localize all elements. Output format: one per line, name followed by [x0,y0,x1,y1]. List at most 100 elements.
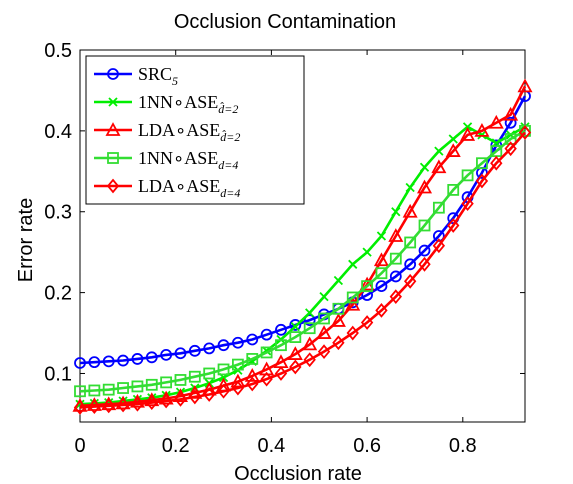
series-2-point [417,179,433,194]
series-0-point [203,342,216,355]
series-3-point [332,302,345,315]
series-0-point [131,353,144,365]
axes-frame [79,49,526,423]
series-3-point [145,378,158,391]
series-4-point [260,371,273,387]
x-axis-label: Occlusion rate [234,463,362,484]
series-3-point [447,184,460,196]
series-0-point [504,116,517,129]
series-2-point [474,122,490,137]
series-3-point [476,157,488,170]
x-tick-label: 0.8 [449,435,477,457]
series-2-point [302,336,318,351]
series-3-point [260,346,273,359]
series-0-point [102,355,115,368]
series-2-point [330,313,346,327]
series-2-point [287,346,303,360]
series-3-point [131,380,144,393]
series-3-point [375,267,388,280]
legend-label-subscript: d=4 [218,158,238,172]
series-0-point [74,357,86,369]
series-3-point [404,236,417,249]
series-4-point [346,325,359,341]
series-4-point [375,302,388,318]
series-1-point [419,162,430,172]
series-0-point [375,280,388,293]
series-3-point [232,358,244,371]
series-4-point [475,173,489,189]
series-4-point [360,315,374,330]
series-4-point [518,125,532,140]
series-3-point [174,374,187,386]
series-1-point [333,275,344,286]
series-4-point [188,389,202,405]
series-0-point [289,319,302,331]
y-tick-label: 0.3 [44,202,72,224]
legend-marker-4 [106,178,120,194]
series-0-point [145,351,158,364]
series-2-point [517,78,533,93]
series-1-point [376,231,387,241]
series-0-point [418,244,431,257]
series-4-point [159,393,173,409]
series-3-point [102,383,115,396]
series-2-point [488,114,504,129]
series-1-point [434,146,444,156]
series-3-point [289,331,302,343]
series-3-point [461,169,474,182]
series-4-point [231,380,245,396]
series-0-point [275,323,287,336]
series-4-point [203,387,216,402]
series-2-point [431,159,447,174]
series-4-point [145,395,158,410]
series-2-point [230,373,246,388]
x-tick-label: 0.4 [257,435,285,457]
series-1-point [462,122,473,132]
series-3-point [432,201,445,214]
series-1-point [348,259,358,269]
series-2-point [316,325,332,339]
y-tick-label: 0.5 [44,40,72,62]
series-2-point [345,296,361,311]
series-4-point [303,352,316,368]
legend-marker-3 [107,152,119,164]
series-4-point [174,391,187,407]
series-3-point [389,252,402,265]
series-1-point [448,134,458,144]
series-2-point [244,368,260,382]
x-tick-label: 0 [74,435,85,457]
series-3-point [318,312,330,325]
series-4-point [246,376,259,392]
series-0-point [88,356,101,369]
legend-label-subscript: d=4 [220,186,240,200]
series-0-point [303,314,316,327]
series-line-3 [79,129,526,393]
series-4-point [88,399,101,415]
series-0-point [188,344,201,357]
series-0-point [260,328,273,341]
series-0-point [389,270,402,283]
series-0-point [160,348,173,361]
series-1-point [319,292,329,302]
series-3-point [88,384,101,397]
series-1-point [305,308,315,318]
series-3-point [160,376,173,389]
series-0-point [232,336,244,349]
series-4-point [461,196,474,212]
series-3-point [361,280,373,293]
series-4-point [131,396,144,412]
series-0-point [404,258,417,271]
series-1-point [362,247,372,257]
series-2-point [445,143,461,157]
series-3-point [188,370,201,383]
legend-marker-0 [107,68,119,80]
series-4-point [403,273,417,289]
series-4-point [389,289,402,305]
y-tick-label: 0.1 [44,363,72,385]
series-2-point [460,127,476,141]
series-4-point [447,218,460,233]
series-4-point [217,383,230,399]
y-axis-label: Error rate [15,198,37,282]
series-0-point [174,347,187,360]
series-4-point [317,344,331,360]
